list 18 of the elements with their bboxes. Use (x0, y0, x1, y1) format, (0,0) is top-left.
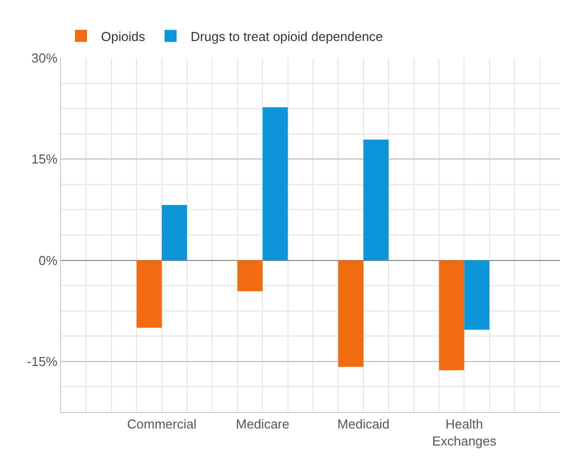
legend-label: Opioids (101, 28, 146, 44)
bar (237, 260, 263, 292)
bar (439, 260, 464, 370)
y-tick-label: 0% (38, 252, 58, 268)
bar (338, 260, 364, 367)
bar (136, 260, 162, 328)
y-tick-label: 30% (31, 50, 58, 66)
x-tick-label: Medicare (236, 416, 290, 432)
y-tick-label: 15% (31, 152, 58, 167)
bar (262, 107, 288, 260)
x-tick-label: Commercial (127, 416, 197, 432)
bar (162, 204, 188, 260)
bar (363, 140, 389, 260)
y-tick-label: -15% (27, 354, 58, 369)
x-tick-label: Health Exchanges (432, 416, 497, 448)
bar (464, 260, 490, 330)
x-tick-label: Medicaid (337, 416, 390, 432)
legend-label: Drugs to treat opioid dependence (190, 28, 383, 44)
